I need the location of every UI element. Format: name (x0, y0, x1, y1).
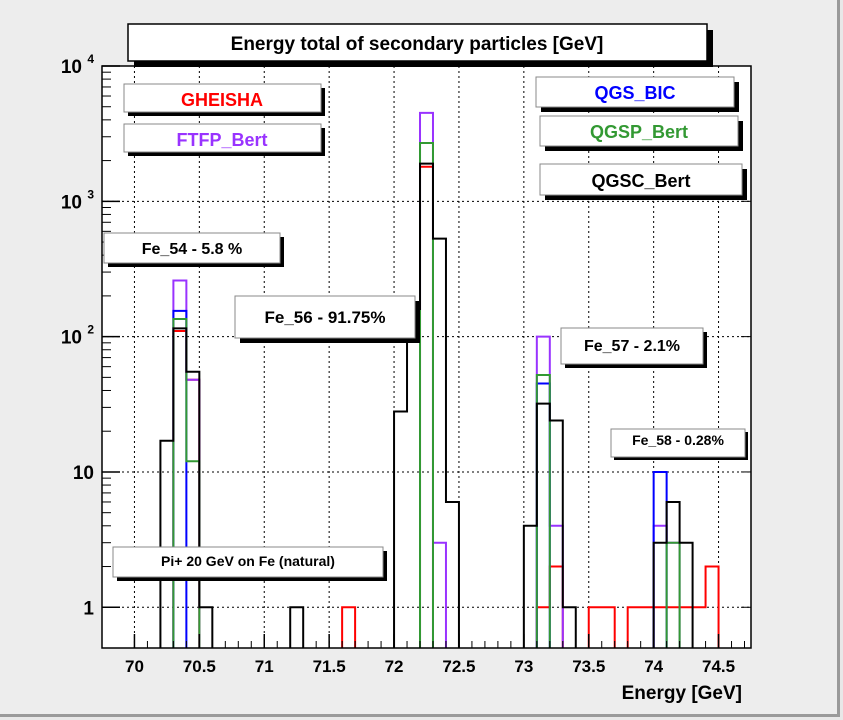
annotation-fe54-text: Fe_54 - 5.8 % (142, 241, 243, 258)
legend-qgsc-bert: QGSC_Bert (539, 163, 747, 200)
y-tick-exponent: 4 (87, 52, 94, 66)
annotation-beam: Pi+ 20 GeV on Fe (natural) (112, 546, 387, 581)
annotation-fe54: Fe_54 - 5.8 % (103, 232, 284, 267)
annotation-fe57-text: Fe_57 - 2.1% (584, 338, 680, 355)
x-tick-label: 71.5 (313, 657, 346, 676)
annotation-fe58: Fe_58 - 0.28% (610, 428, 748, 460)
histogram-qgsc-bert-outline (522, 402, 577, 648)
x-axis-title: Energy [GeV] (622, 683, 742, 704)
legend-label-gheisha: GHEISHA (181, 90, 263, 110)
y-tick-exponent: 2 (87, 323, 94, 337)
annotation-fe58-text: Fe_58 - 0.28% (632, 432, 724, 448)
histogram-qgsc-bert-outline (652, 500, 694, 648)
legend-qgs-bic: QGS_BIC (535, 76, 739, 112)
y-tick-exponent: 3 (87, 187, 94, 201)
legend-ftfp-bert: FTFP_Bert (123, 123, 325, 156)
x-tick-label: 71 (255, 657, 274, 676)
annotation-beam-text: Pi+ 20 GeV on Fe (natural) (161, 553, 335, 569)
x-tick-label: 72 (385, 657, 404, 676)
legend-label-qgsp-bert: QGSP_Bert (590, 122, 688, 142)
histogram-series (159, 111, 720, 648)
x-tick-label: 70 (125, 657, 144, 676)
histogram-qgsc-bert-outline (289, 606, 305, 648)
legend-qgsp-bert: QGSP_Bert (539, 115, 743, 151)
y-tick-label: 10 (61, 328, 82, 349)
histogram-gheisha-outline (587, 606, 616, 648)
y-tick-labels: 1 10 10 2 10 3 10 4 (61, 52, 95, 619)
histogram-qgsc-bert-outline (393, 162, 460, 648)
x-tick-label: 73.5 (572, 657, 605, 676)
histogram-qgsp-bert-outline (665, 541, 681, 648)
histogram-gheisha-outline (341, 606, 357, 648)
histogram-qgsp-bert-outline (419, 141, 434, 648)
chart-title: Energy total of secondary particles [GeV… (231, 34, 604, 55)
x-tick-label: 72.5 (442, 657, 475, 676)
legend-gheisha: GHEISHA (123, 83, 325, 116)
x-tick-label: 74 (644, 657, 663, 676)
histogram-qgsc-bert-outline (159, 327, 214, 648)
y-tick-label: 1 (83, 598, 94, 619)
x-tick-label: 70.5 (183, 657, 216, 676)
annotation-fe56: Fe_56 - 91.75% (234, 295, 420, 343)
x-tick-label: 74.5 (702, 657, 735, 676)
legend-label-qgs-bic: QGS_BIC (594, 83, 675, 103)
x-tick-labels: 70 70.5 71 71.5 72 72.5 73 73.5 74 74.5 (125, 657, 735, 676)
y-tick-label: 10 (73, 463, 94, 484)
title-box (127, 23, 708, 62)
x-tick-label: 73 (514, 657, 533, 676)
y-tick-label: 10 (61, 192, 82, 213)
y-tick-label: 10 (61, 57, 82, 78)
legend-label-ftfp-bert: FTFP_Bert (176, 130, 267, 150)
annotation-fe56-text: Fe_56 - 91.75% (265, 308, 386, 327)
annotation-fe57: Fe_57 - 2.1% (560, 327, 707, 368)
legend-label-qgsc-bert: QGSC_Bert (591, 171, 690, 191)
